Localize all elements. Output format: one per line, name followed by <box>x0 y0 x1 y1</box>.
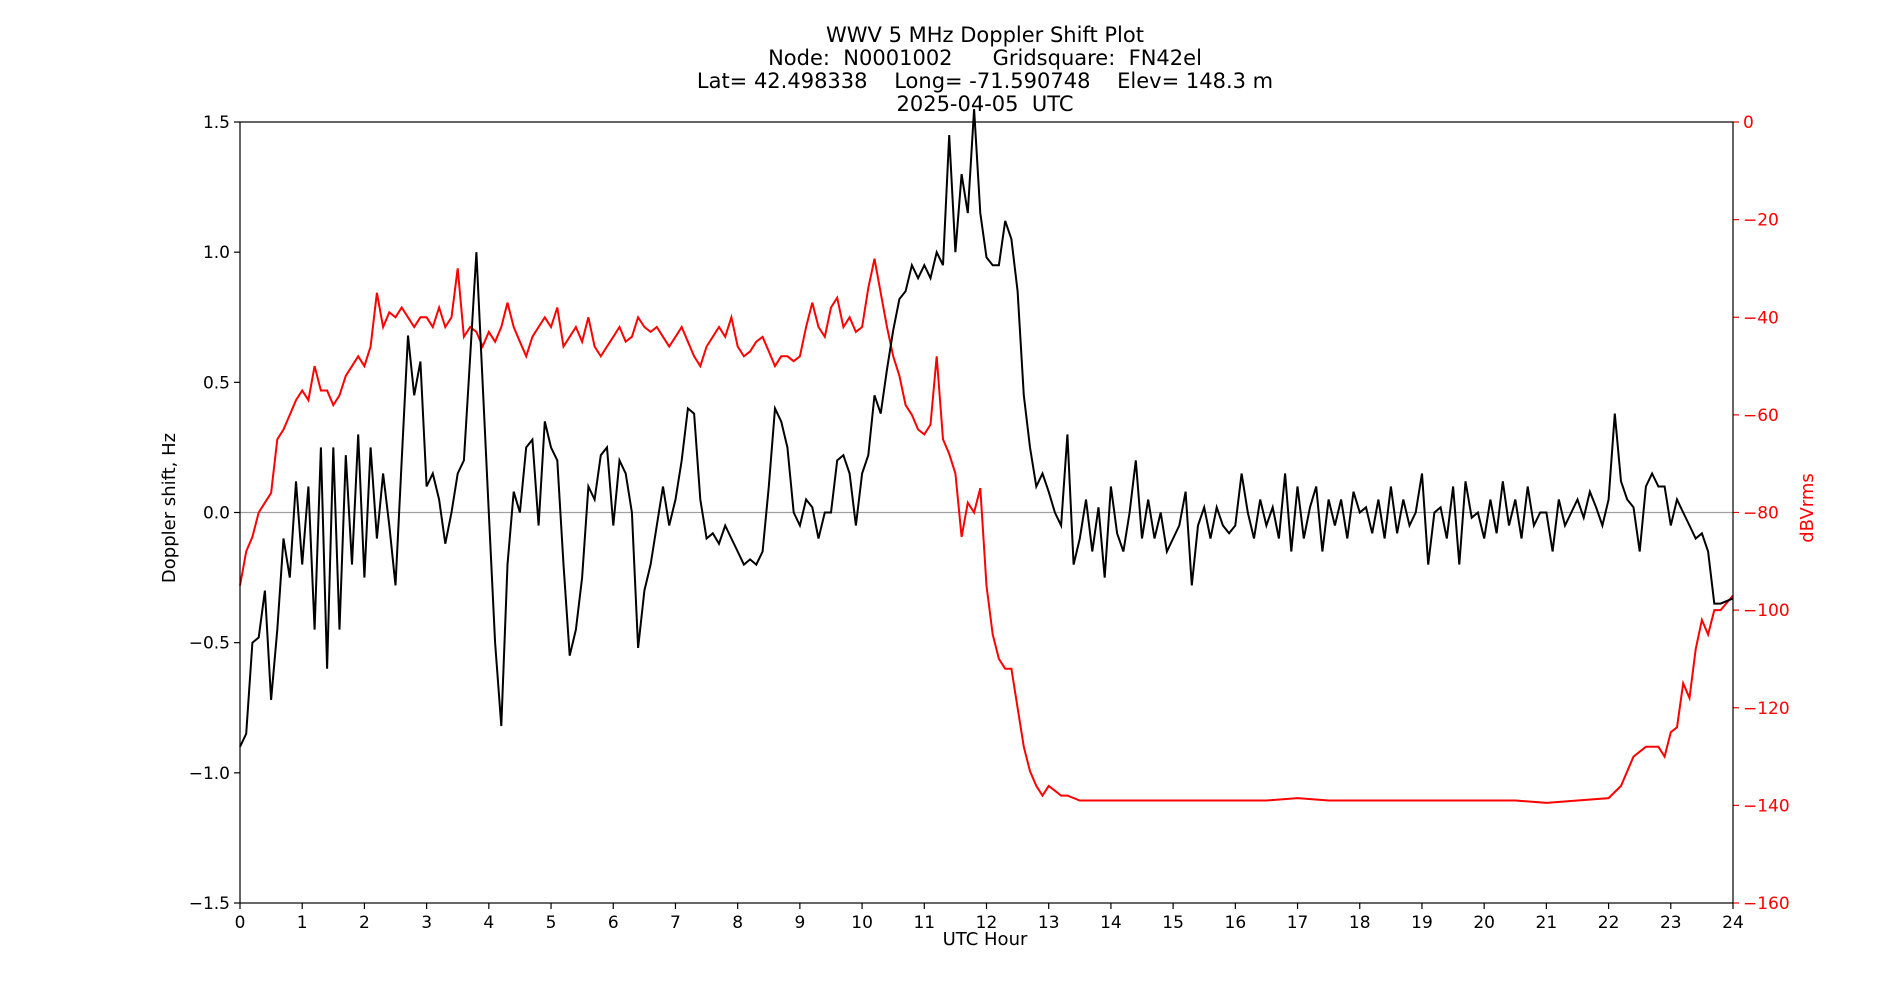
x-tick-label: 8 <box>732 913 743 933</box>
y-tick-label: 0.0 <box>203 504 230 524</box>
y-right-tick-label: −100 <box>1743 601 1790 621</box>
x-tick-label: 20 <box>1473 913 1495 933</box>
y-right-tick-label: −40 <box>1743 308 1779 328</box>
x-tick-label: 9 <box>794 913 805 933</box>
y-right-tick-label: −120 <box>1743 699 1790 719</box>
x-tick-label: 10 <box>851 913 873 933</box>
x-tick-label: 15 <box>1162 913 1184 933</box>
x-tick-label: 24 <box>1722 913 1744 933</box>
y-tick-label: −1.0 <box>189 764 230 784</box>
y-right-tick-label: −140 <box>1743 796 1790 816</box>
x-axis-ticks: 0 1 2 3 4 5 6 7 8 9 10 11 12 13 14 15 16 17 18 19 20 21 22 23 24 <box>235 903 1744 933</box>
x-tick-label: 4 <box>483 913 494 933</box>
x-tick-label: 12 <box>976 913 998 933</box>
y-axis-left-ticks: −1.5 −1.0 −0.5 0.0 0.5 1.0 1.5 <box>189 113 240 914</box>
y-right-tick-label: −160 <box>1743 894 1790 914</box>
y-axis-left-label: Doppler shift, Hz <box>159 433 180 583</box>
x-tick-label: 14 <box>1100 913 1122 933</box>
y-right-tick-label: −80 <box>1743 504 1779 524</box>
y-axis-right-ticks: 0 −20 −40 −60 −80 −100 −120 −140 −160 <box>1733 113 1790 914</box>
plot-frame <box>239 121 1734 904</box>
x-tick-label: 23 <box>1660 913 1682 933</box>
y-tick-label: 1.5 <box>203 113 230 133</box>
x-tick-label: 3 <box>421 913 432 933</box>
x-axis-label: UTC Hour <box>943 929 1028 950</box>
x-tick-label: 1 <box>297 913 308 933</box>
chart-title: WWV 5 MHz Doppler Shift Plot Node: N0001… <box>697 23 1273 116</box>
y-tick-label: −0.5 <box>189 634 230 654</box>
x-tick-label: 6 <box>608 913 619 933</box>
series-doppler-shift-line <box>239 108 1734 748</box>
x-tick-label: 0 <box>235 913 246 933</box>
x-tick-label: 18 <box>1349 913 1371 933</box>
x-tick-label: 17 <box>1287 913 1309 933</box>
title-line-2: Node: N0001002 Gridsquare: FN42el <box>768 46 1202 70</box>
y-right-tick-label: −60 <box>1743 406 1779 426</box>
y-right-tick-label: −20 <box>1743 211 1779 231</box>
y-right-tick-label: 0 <box>1743 113 1754 133</box>
x-tick-label: 11 <box>913 913 935 933</box>
y-tick-label: 1.0 <box>203 243 230 263</box>
y-axis-right-label: dBVrms <box>1797 473 1818 543</box>
x-tick-label: 21 <box>1536 913 1558 933</box>
series-signal-level-line <box>239 258 1734 804</box>
x-tick-label: 2 <box>359 913 370 933</box>
title-line-4: 2025-04-05 UTC <box>896 92 1073 116</box>
y-tick-label: −1.5 <box>189 894 230 914</box>
y-tick-label: 0.5 <box>203 373 230 393</box>
x-tick-label: 13 <box>1038 913 1060 933</box>
x-tick-label: 7 <box>670 913 681 933</box>
x-tick-label: 22 <box>1598 913 1620 933</box>
x-tick-label: 16 <box>1225 913 1247 933</box>
title-line-3: Lat= 42.498338 Long= -71.590748 Elev= 14… <box>697 69 1273 93</box>
x-tick-label: 5 <box>546 913 557 933</box>
x-tick-label: 19 <box>1411 913 1433 933</box>
title-line-1: WWV 5 MHz Doppler Shift Plot <box>826 23 1144 47</box>
